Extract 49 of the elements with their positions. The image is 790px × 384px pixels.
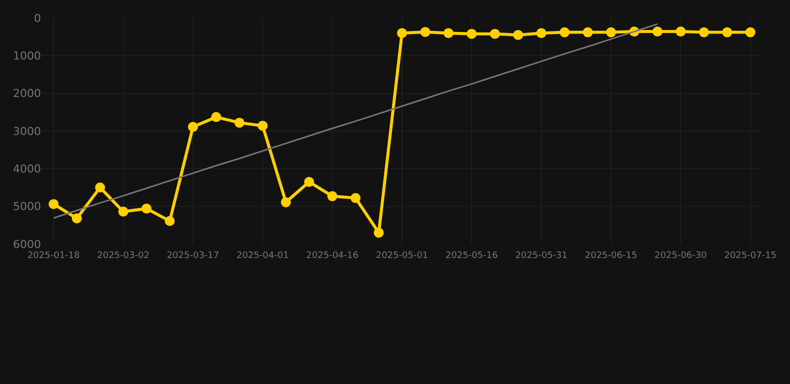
y-tick-label: 4000	[13, 162, 41, 176]
x-tick-label: 2025-04-01	[236, 251, 289, 261]
point	[304, 176, 314, 187]
point	[164, 216, 175, 226]
x-tick-label: 2025-06-15	[584, 251, 638, 261]
y-tick-label: 2000	[13, 87, 41, 100]
y-tick-label: 1000	[13, 50, 41, 63]
point	[280, 197, 291, 208]
x-tick-label: 2025-05-16	[446, 251, 498, 261]
x-tick-label: 2025-01-18	[27, 251, 80, 261]
point	[48, 199, 59, 210]
x-tick-label: 2025-06-30	[654, 251, 708, 261]
point	[490, 28, 500, 39]
line-series	[52, 23, 658, 219]
x-tick-label: 2025-07-15	[724, 251, 777, 261]
point	[142, 204, 152, 214]
point	[118, 206, 128, 217]
point	[698, 27, 709, 38]
x-tick-label: 2025-05-31	[515, 251, 568, 261]
point	[443, 28, 454, 38]
y-tick-label: 0	[34, 12, 41, 25]
x-tick-label: 2025-05-01	[376, 251, 428, 261]
point	[397, 28, 407, 38]
point	[374, 228, 384, 238]
x-tick-label: 2025-03-02	[97, 251, 150, 261]
point	[652, 26, 662, 37]
point	[327, 191, 338, 202]
y-tick-label: 6000	[13, 238, 41, 251]
y-tick-label: 3000	[13, 124, 41, 138]
point	[560, 27, 570, 38]
point	[234, 118, 244, 128]
point	[95, 182, 106, 192]
point	[188, 122, 198, 132]
x-tick-label: 2025-03-17	[166, 251, 220, 261]
point	[420, 26, 430, 37]
point	[582, 27, 593, 38]
point	[536, 28, 546, 38]
x-tick-label: 2025-04-16	[306, 251, 359, 261]
point	[606, 27, 616, 38]
point	[513, 30, 524, 40]
y-tick-label: 5000	[13, 200, 41, 214]
point	[466, 28, 477, 39]
point	[211, 112, 222, 122]
point	[745, 27, 756, 38]
point	[722, 27, 732, 38]
point	[72, 213, 82, 224]
point	[350, 193, 361, 204]
point	[258, 120, 268, 131]
point	[676, 26, 686, 37]
